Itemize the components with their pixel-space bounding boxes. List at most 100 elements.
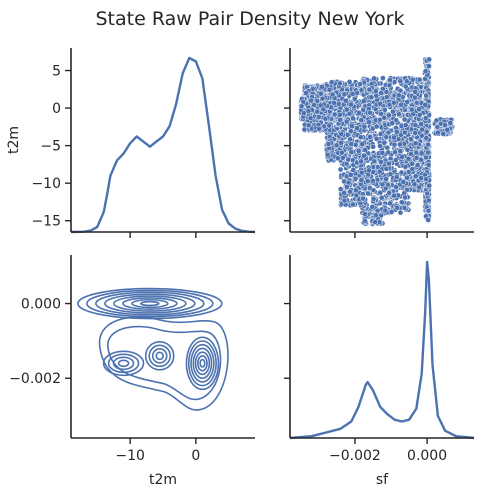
density-contour (194, 351, 211, 376)
scatter-point (383, 165, 390, 172)
scatter-point (357, 81, 364, 87)
scatter-point (425, 207, 432, 214)
scatter-point (372, 106, 379, 112)
scatter-point (402, 163, 409, 170)
scatter-point (329, 91, 336, 98)
density-contour (113, 295, 187, 312)
scatter-point (366, 167, 372, 174)
scatter-point (367, 109, 373, 116)
scatter-point (373, 123, 380, 130)
scatter-point (425, 197, 432, 204)
scatter-point (384, 144, 391, 151)
scatter-point (426, 56, 433, 63)
scatter-point (373, 212, 379, 219)
bottom-left-y-tick-label: 0.000 (21, 297, 61, 313)
scatter-point (434, 124, 441, 130)
scatter-point (298, 103, 305, 110)
top-left-y-tick-label: −5 (40, 139, 61, 155)
scatter-point (388, 209, 395, 215)
density-contour (122, 297, 178, 310)
scatter-point (350, 167, 357, 173)
scatter-point (425, 217, 432, 223)
scatter-point (378, 159, 384, 165)
scatter-point (405, 155, 412, 162)
scatter-point (369, 203, 376, 210)
scatter-point (326, 86, 333, 93)
scatter-point (369, 177, 376, 184)
scatter-point (342, 97, 349, 104)
density-contour (185, 336, 220, 391)
scatter-point (389, 120, 396, 127)
sf-t2m-scatter (297, 56, 456, 227)
scatter-point (317, 90, 324, 97)
scatter-point (377, 131, 384, 137)
scatter-point (385, 129, 392, 136)
scatter-point (357, 134, 364, 141)
scatter-point (382, 106, 388, 113)
scatter-point (383, 176, 389, 182)
scatter-point (300, 110, 307, 116)
x-axis-label-t2m: t2m (149, 472, 177, 488)
scatter-point (398, 169, 405, 176)
scatter-point (346, 79, 353, 85)
scatter-point (404, 99, 411, 105)
scatter-point (303, 90, 309, 96)
scatter-point (334, 155, 341, 162)
scatter-point (337, 111, 343, 118)
scatter-point (412, 140, 419, 147)
top-left-y-tick-label: −15 (31, 214, 61, 230)
scatter-point (400, 179, 407, 185)
scatter-point (315, 114, 322, 120)
scatter-point (376, 168, 383, 175)
scatter-point (409, 160, 416, 167)
scatter-point (423, 135, 430, 141)
scatter-point (402, 83, 409, 90)
density-contour (197, 355, 208, 372)
scatter-point (328, 79, 335, 86)
scatter-point (392, 157, 399, 163)
scatter-point (381, 114, 388, 121)
scatter-point (422, 68, 429, 75)
scatter-point (344, 184, 350, 190)
scatter-point (387, 200, 393, 207)
scatter-point (352, 175, 359, 182)
scatter-point (435, 129, 441, 136)
scatter-point (426, 63, 432, 70)
scatter-point (378, 111, 385, 117)
scatter-point (316, 126, 322, 132)
scatter-point (348, 141, 355, 147)
top-left-y-tick-label: −10 (31, 176, 61, 192)
density-contour (86, 289, 214, 318)
scatter-point (377, 143, 383, 149)
scatter-point (358, 169, 365, 176)
scatter-point (353, 192, 360, 199)
scatter-point (380, 75, 386, 81)
scatter-point (340, 154, 346, 161)
scatter-point (442, 122, 448, 128)
density-contour (98, 316, 229, 411)
density-contour (192, 347, 213, 380)
scatter-point (385, 160, 392, 167)
scatter-point (396, 92, 402, 99)
scatter-point (317, 102, 324, 109)
scatter-point (348, 149, 355, 156)
density-contour (140, 300, 160, 307)
scatter-point (377, 100, 384, 107)
scatter-point (391, 99, 397, 106)
scatter-point (414, 162, 421, 168)
scatter-point (331, 111, 338, 118)
scatter-point (314, 98, 321, 104)
scatter-point (425, 162, 432, 168)
scatter-point (362, 147, 369, 153)
scatter-point (381, 139, 388, 146)
top-left-y-tick-label: 0 (52, 101, 61, 117)
scatter-point (393, 117, 400, 124)
t2m-kde-line (70, 56, 256, 234)
scatter-point (360, 107, 367, 113)
scatter-point (325, 141, 332, 147)
scatter-point (361, 152, 367, 159)
scatter-point (382, 207, 389, 214)
scatter-point (347, 188, 354, 195)
scatter-point (311, 102, 317, 108)
